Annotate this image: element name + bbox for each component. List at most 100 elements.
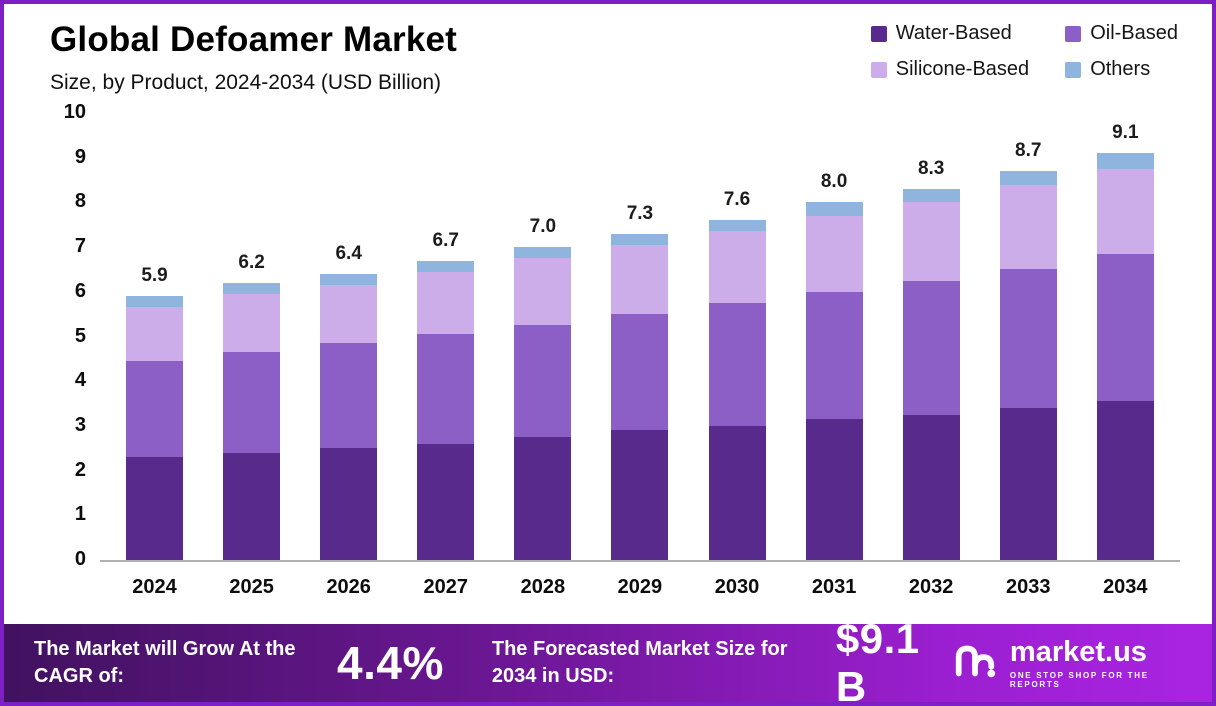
bar-total-label: 7.0 — [529, 216, 557, 238]
segment-silicone-based — [223, 294, 281, 353]
y-axis-tick-label: 4 — [74, 369, 86, 392]
segment-others — [514, 247, 572, 259]
segment-others — [320, 273, 378, 286]
page-title: Global Defoamer Market — [50, 20, 458, 59]
x-axis-label: 2027 — [423, 576, 469, 598]
bar-stack — [611, 233, 669, 560]
y-axis-tick-label: 7 — [74, 235, 86, 258]
legend-swatch-icon — [870, 25, 887, 42]
segment-silicone-based — [1096, 168, 1154, 254]
segment-silicone-based — [320, 285, 378, 344]
segment-water-based — [902, 414, 960, 560]
segment-oil-based — [999, 269, 1057, 409]
segment-others — [417, 260, 475, 272]
segment-silicone-based — [417, 271, 475, 335]
x-axis-label: 2024 — [132, 576, 177, 598]
y-axis-tick-label: 2 — [74, 458, 86, 481]
segment-water-based — [320, 448, 378, 560]
y-axis-tick-label: 0 — [74, 548, 86, 570]
segment-water-based — [708, 425, 766, 560]
segment-silicone-based — [805, 215, 863, 292]
bars-container: 5.9 2024 6.2 2025 6.4 2026 6.7 2027 7.0 2028 7.3 20… — [100, 113, 1180, 598]
bar-total-label: 7.6 — [723, 189, 751, 211]
bar-stack — [708, 220, 766, 560]
segment-others — [223, 282, 281, 295]
bar-total-label: 7.3 — [626, 202, 654, 224]
title-block: Global Defoamer Market Size, by Product,… — [50, 20, 457, 95]
legend-label: Others — [1090, 58, 1151, 80]
bar-total-label: 6.2 — [238, 251, 265, 273]
bar-2030: 7.6 2030 — [708, 113, 766, 598]
x-axis-label: 2032 — [908, 576, 954, 598]
legend: Water-Based Oil-Based Silicone-Based Others — [870, 20, 1178, 81]
bar-stack — [1096, 153, 1154, 560]
bar-stack — [514, 247, 572, 560]
bar-stack — [223, 282, 281, 560]
segment-others — [999, 171, 1057, 185]
y-axis-tick-label: 1 — [74, 503, 86, 526]
market-us-logo-icon — [952, 642, 998, 685]
bar-2027: 6.7 2027 — [417, 113, 475, 598]
segment-oil-based — [320, 343, 378, 449]
legend-label: Oil-Based — [1090, 22, 1178, 44]
bar-total-label: 8.3 — [917, 158, 945, 179]
forecast-label: The Forecasted Market Size for 2034 in U… — [491, 638, 788, 687]
segment-water-based — [999, 408, 1057, 560]
segment-silicone-based — [611, 244, 669, 315]
bar-stack — [320, 273, 378, 560]
segment-silicone-based — [999, 184, 1057, 270]
brand-tagline: ONE STOP SHOP FOR THE REPORTS — [1009, 670, 1149, 689]
bar-2031: 8.0 2031 — [805, 113, 863, 598]
bar-total-label: 8.7 — [1015, 140, 1042, 162]
legend-label: Silicone-Based — [895, 58, 1030, 80]
segment-oil-based — [223, 352, 281, 453]
forecast-value: $9.1 B — [835, 615, 920, 706]
segment-others — [1096, 153, 1154, 169]
y-axis-tick-label: 6 — [74, 279, 86, 302]
segment-others — [902, 189, 960, 203]
legend-item-silicone-based: Silicone-Based — [870, 58, 1030, 81]
bar-2024: 5.9 2024 — [126, 113, 184, 598]
bar-total-label: 6.4 — [335, 242, 362, 264]
bar-stack — [902, 189, 960, 560]
segment-oil-based — [417, 334, 475, 444]
footer-banner: The Market will Grow At the CAGR of: 4.4… — [4, 615, 1212, 702]
x-axis-label: 2026 — [326, 576, 371, 598]
segment-oil-based — [708, 302, 766, 426]
legend-swatch-icon — [1065, 25, 1082, 42]
segment-others — [805, 202, 863, 216]
x-axis-label: 2031 — [811, 576, 857, 598]
bar-stack — [805, 202, 863, 560]
bar-stack — [126, 296, 184, 560]
y-axis-tick-label: 3 — [74, 413, 86, 436]
brand-text: market.us ONE STOP SHOP FOR THE REPORTS — [1009, 635, 1182, 689]
legend-item-oil-based: Oil-Based — [1065, 22, 1178, 45]
legend-swatch-icon — [1065, 61, 1082, 78]
segment-oil-based — [611, 314, 669, 431]
y-axis-tick-label: 10 — [63, 101, 86, 123]
y-axis-tick-label: 5 — [74, 324, 86, 347]
bar-total-label: 6.7 — [432, 229, 459, 251]
segment-water-based — [223, 452, 281, 560]
bar-2028: 7.0 2028 — [514, 113, 572, 598]
segment-water-based — [126, 457, 184, 560]
legend-item-water-based: Water-Based — [870, 22, 1029, 45]
brand-lockup: market.us ONE STOP SHOP FOR THE REPORTS — [952, 635, 1182, 689]
segment-oil-based — [514, 325, 572, 438]
segment-water-based — [805, 419, 863, 560]
cagr-value: 4.4% — [337, 637, 444, 689]
bar-2033: 8.7 2033 — [999, 113, 1057, 598]
bar-2025: 6.2 2025 — [223, 113, 281, 598]
segment-oil-based — [805, 291, 863, 420]
bar-2032: 8.3 2032 — [902, 113, 960, 598]
segment-water-based — [514, 437, 572, 560]
segment-water-based — [1096, 401, 1154, 560]
page-subtitle: Size, by Product, 2024-2034 (USD Billion… — [50, 71, 442, 94]
x-axis-label: 2030 — [714, 576, 760, 598]
x-axis-label: 2029 — [617, 576, 663, 598]
legend-label: Water-Based — [895, 22, 1012, 44]
brand-name: market.us — [1009, 635, 1147, 668]
segment-others — [126, 296, 184, 308]
segment-water-based — [417, 443, 475, 560]
